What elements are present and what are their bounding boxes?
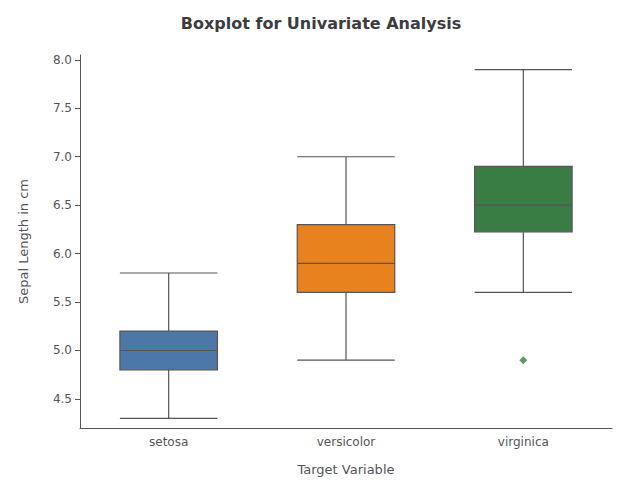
svg-text:virginica: virginica (498, 435, 549, 449)
svg-text:5.5: 5.5 (53, 295, 72, 309)
svg-text:6.0: 6.0 (53, 247, 72, 261)
svg-text:7.0: 7.0 (53, 150, 72, 164)
svg-text:Target Variable: Target Variable (297, 462, 395, 477)
svg-text:4.5: 4.5 (53, 392, 72, 406)
svg-text:Sepal Length in cm: Sepal Length in cm (16, 179, 31, 304)
svg-text:6.5: 6.5 (53, 198, 72, 212)
svg-text:versicolor: versicolor (317, 435, 376, 449)
svg-text:7.5: 7.5 (53, 101, 72, 115)
svg-text:8.0: 8.0 (53, 53, 72, 67)
svg-text:Boxplot for Univariate Analysi: Boxplot for Univariate Analysis (181, 14, 461, 33)
svg-text:5.0: 5.0 (53, 343, 72, 357)
svg-text:setosa: setosa (149, 435, 188, 449)
